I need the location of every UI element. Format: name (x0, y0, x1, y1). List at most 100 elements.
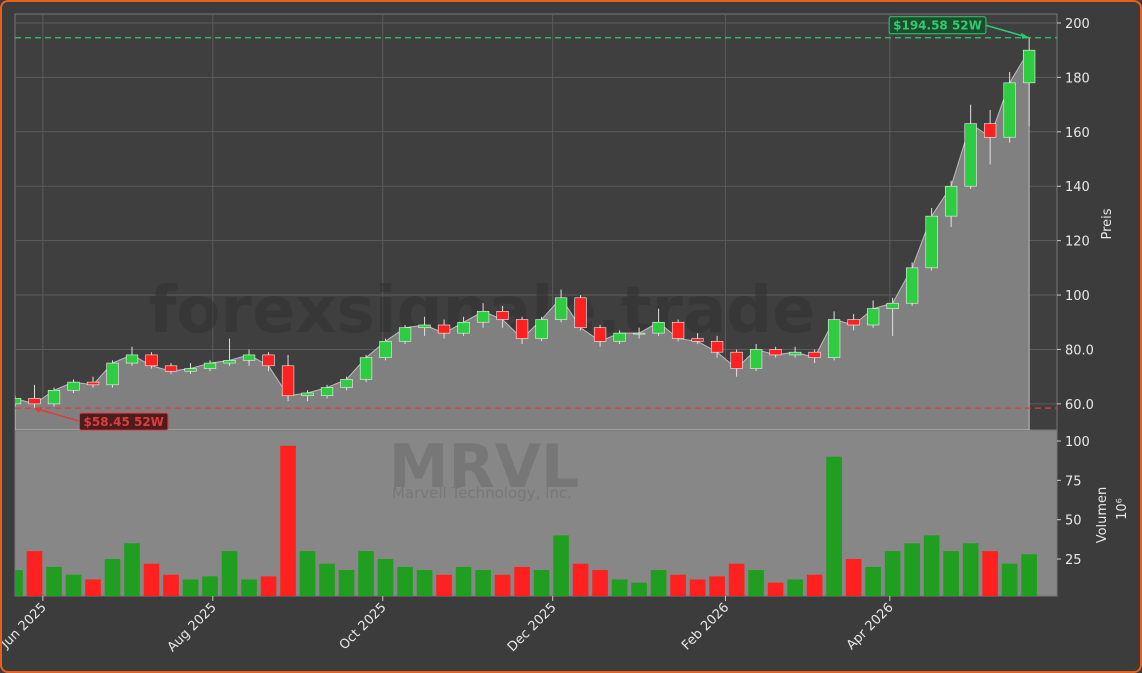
volume-bar (748, 570, 764, 596)
candle-body (554, 297, 568, 320)
candle-body (496, 311, 509, 320)
y-tick-label: 60.0 (1065, 398, 1094, 413)
candle-body (301, 392, 314, 397)
volume-bar (1001, 563, 1018, 596)
volume-bar (904, 543, 920, 596)
volume-bar (436, 574, 452, 596)
volume-y-tick-label: 100 (1065, 435, 1090, 450)
candle-body (808, 351, 821, 358)
candle-body (574, 297, 587, 329)
volume-bar (884, 551, 901, 596)
candle-body (1022, 49, 1036, 84)
candle-body (710, 341, 724, 353)
volume-bar (416, 570, 433, 596)
volume-bar (709, 576, 725, 596)
candle-body (86, 381, 100, 386)
volume-bar (163, 574, 179, 596)
volume-bar (826, 456, 842, 596)
candle-body (632, 332, 646, 335)
volume-bar (631, 582, 647, 596)
candle-body (242, 354, 256, 361)
volume-bar (670, 574, 686, 596)
candle-body (28, 398, 41, 405)
candle-body (223, 360, 236, 364)
x-tick-label: Jun 2025 (2, 600, 50, 652)
candle-body (769, 349, 782, 356)
candle-body (145, 354, 158, 367)
volume-axis-label: Volumen (1095, 487, 1110, 544)
candle-body (125, 354, 139, 364)
candle-body (379, 341, 392, 358)
volume-bar (533, 570, 550, 596)
volume-bar (865, 566, 881, 596)
candle-body (184, 368, 197, 372)
volume-bar (202, 576, 218, 596)
volume-bar (728, 563, 745, 596)
candle-body (418, 324, 431, 329)
volume-bar (241, 579, 257, 596)
annotation-box (79, 412, 169, 431)
volume-bar (572, 563, 589, 596)
volume-bar (494, 574, 511, 596)
volume-bar (104, 559, 121, 596)
candle-body (67, 381, 80, 391)
candle-body (457, 321, 470, 334)
y-tick-label: 140 (1065, 180, 1090, 195)
candle-body (535, 319, 548, 339)
candle-body (515, 319, 529, 339)
volume-bar (124, 543, 140, 596)
candle-body (106, 362, 119, 386)
candle-body (262, 354, 275, 367)
candle-body (866, 308, 880, 326)
volume-bar (182, 579, 199, 596)
candle-body (15, 398, 22, 405)
volume-bar (689, 579, 706, 596)
annotation-label: $194.58 52W (893, 19, 982, 33)
candle-body (730, 351, 743, 369)
volume-bar (299, 551, 316, 596)
x-tick-label: Feb 2026 (679, 600, 732, 653)
candle-body (476, 311, 490, 323)
volume-bar (611, 579, 628, 596)
candle-body (671, 321, 685, 339)
y-tick-label: 180 (1065, 71, 1090, 86)
volume-bar (143, 563, 160, 596)
annotation-arrowhead (34, 407, 43, 414)
candle-body (359, 357, 373, 380)
candle-body (320, 387, 334, 397)
y-tick-label: 100 (1065, 289, 1090, 304)
candle-body (281, 365, 295, 397)
volume-y-tick-label: 75 (1065, 474, 1082, 489)
volume-bar (553, 535, 569, 596)
x-tick-label: Dec 2025 (505, 600, 560, 655)
volume-bar (221, 551, 238, 596)
candle-body (613, 332, 626, 342)
volume-bar (845, 559, 862, 596)
candle-body (905, 267, 919, 304)
y-tick-label: 160 (1065, 126, 1090, 141)
candle-body (203, 362, 217, 369)
volume-panel (14, 429, 1058, 597)
volume-bar (46, 566, 62, 596)
volume-bar (787, 579, 803, 596)
volume-unit: 10⁶ (1115, 498, 1130, 520)
candle-body (944, 185, 958, 217)
candle-body (749, 349, 763, 369)
candle-body (398, 327, 412, 342)
volume-bar (397, 566, 413, 596)
candle-body (983, 123, 997, 138)
volume-bar (767, 582, 784, 596)
x-tick-label: Aug 2025 (165, 600, 220, 655)
volume-bar (962, 543, 979, 596)
volume-bar (514, 566, 530, 596)
y-tick-label: 80.0 (1065, 343, 1094, 358)
candle-body (652, 321, 665, 334)
candle-body (925, 215, 938, 269)
y-axis-label: Preis (1100, 208, 1115, 239)
volume-bar (358, 551, 374, 596)
candle-body (964, 123, 977, 187)
volume-bar (85, 579, 101, 596)
y-tick-label: 200 (1065, 17, 1090, 32)
